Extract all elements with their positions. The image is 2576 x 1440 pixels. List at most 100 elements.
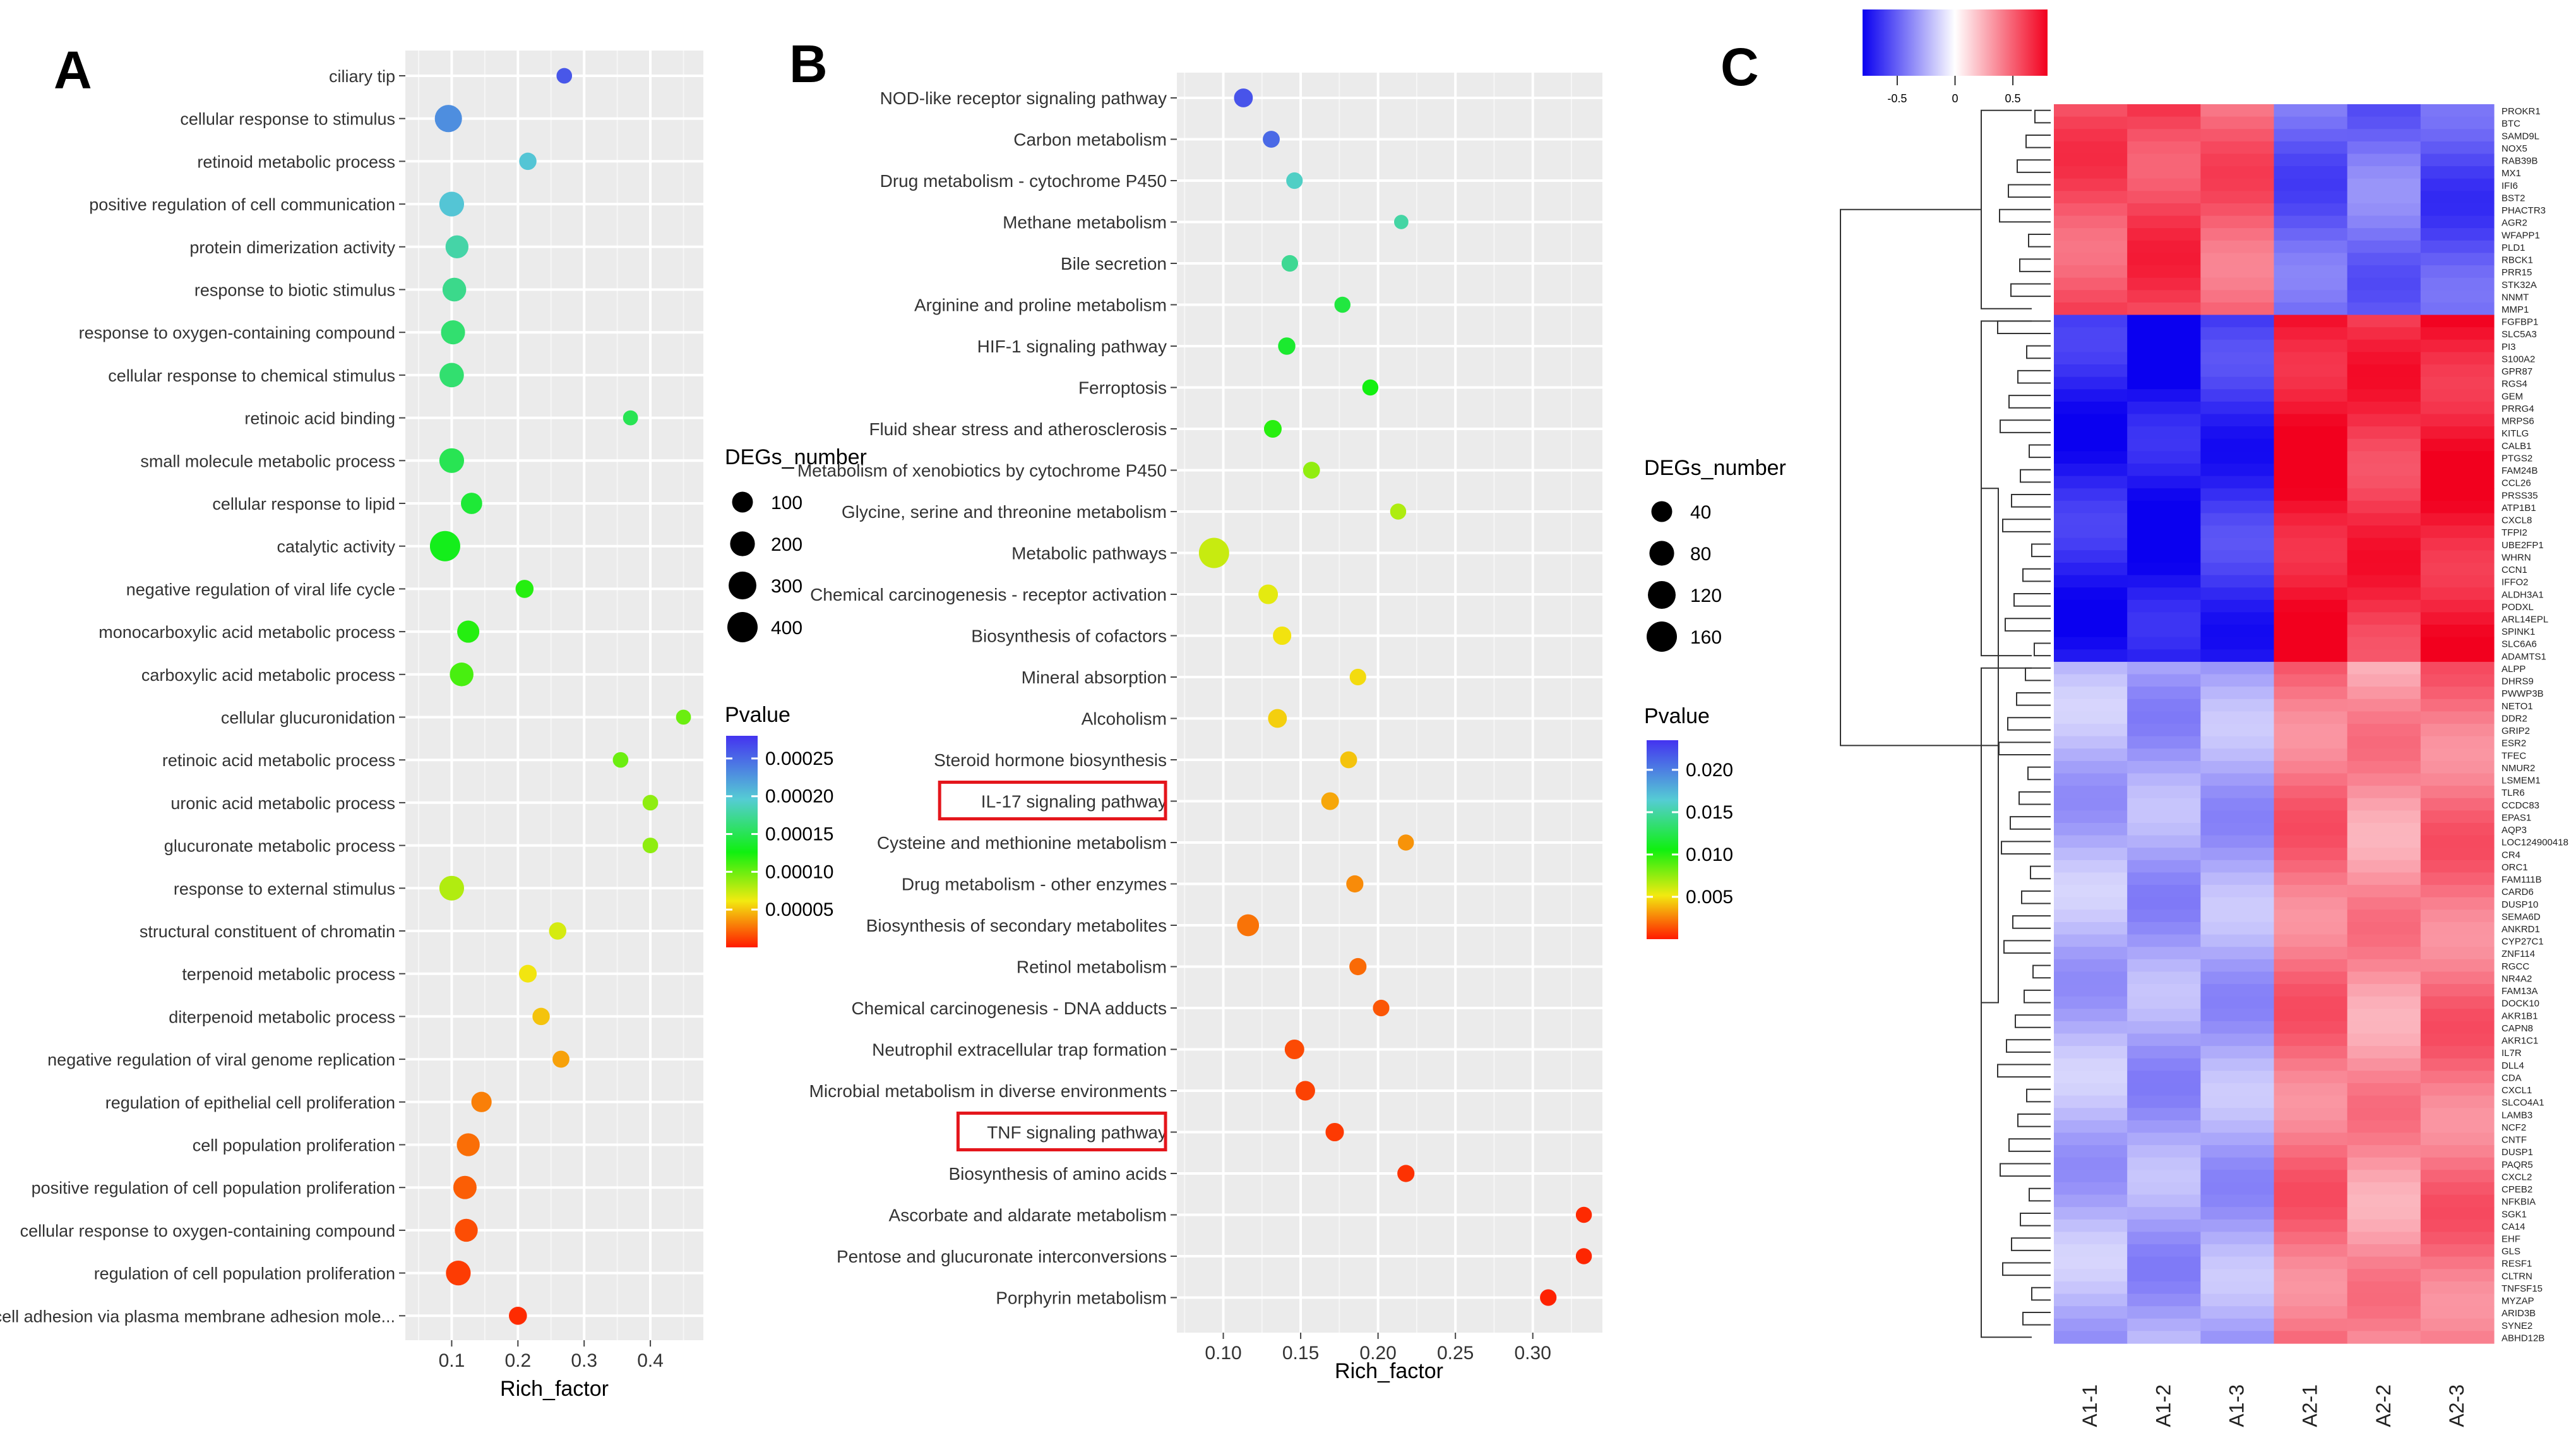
heatmap-cell (2200, 959, 2275, 972)
term-label: cellular response to chemical stimulus (108, 366, 395, 385)
sample-label: A2-1 (2299, 1384, 2322, 1427)
color-legend-title-b: Pvalue (1644, 704, 1710, 728)
heatmap-cell (2200, 947, 2275, 960)
heatmap-cell (2274, 848, 2348, 861)
heatmap-cell (2200, 1083, 2275, 1096)
heatmap-cell (2200, 736, 2275, 749)
gene-label: AKR1C1 (2501, 1036, 2538, 1047)
heatmap-cell (2200, 104, 2275, 117)
term-label: structural constituent of chromatin (140, 922, 395, 941)
heatmap-cell (2347, 141, 2421, 155)
heatmap-cell (2127, 897, 2201, 910)
heatmap-cell (2420, 1306, 2495, 1319)
point-retinoid-metabolic-process (519, 152, 537, 171)
heatmap-cell (2127, 909, 2201, 923)
heatmap-cell (2347, 265, 2421, 279)
heatmap-cell (2420, 625, 2495, 638)
gene-label: PHACTR3 (2501, 205, 2546, 216)
panel-b: NOD-like receptor signaling pathway Carbo… (797, 73, 1786, 1383)
heatmap-cell (2274, 1331, 2348, 1344)
term-label: NOD-like receptor signaling pathway (880, 88, 1167, 108)
dendrogram-branch (2015, 1014, 2051, 1028)
term-label: Glycine, serine and threonine metabolism (842, 502, 1167, 522)
heatmap-cell (2347, 984, 2421, 997)
heatmap-cell (2274, 748, 2348, 762)
point-chemical-carcinogenesis-dna-adducts (1373, 999, 1390, 1017)
heatmap-cell (2200, 1207, 2275, 1220)
dendrogram-branch (2011, 1237, 2051, 1251)
heatmap-cell (2347, 339, 2421, 352)
gene-label: UBE2FP1 (2501, 540, 2544, 551)
heatmap-cell (2054, 773, 2128, 786)
heatmap-cell (2274, 971, 2348, 985)
colorbar-label: 0.010 (1686, 844, 1733, 865)
heatmap-cell (2347, 1256, 2421, 1269)
heatmap-cell (2420, 129, 2495, 142)
heatmap-cell (2200, 872, 2275, 885)
heatmap-cell (2127, 253, 2201, 266)
dendrogram-branch (2010, 816, 2051, 830)
heatmap-cell (2200, 897, 2275, 910)
heatmap-cell (2274, 760, 2348, 774)
heatmap-cell (2420, 426, 2495, 440)
heatmap-cell (2127, 302, 2201, 316)
heatmap-cell (2420, 1083, 2495, 1096)
dendrogram-branch (2030, 865, 2051, 880)
heatmap-cell (2200, 414, 2275, 427)
heatmap-cell (2127, 637, 2201, 650)
gene-label: GLS (2501, 1246, 2520, 1257)
heatmap-cell (2200, 848, 2275, 861)
point-positive-regulation-of-cell-population-proliferation (453, 1175, 477, 1199)
gene-label: CPEB2 (2501, 1184, 2532, 1195)
heatmap-cell (2420, 141, 2495, 155)
key-tick-label: -0.5 (1887, 92, 1907, 105)
heatmap-cell (2274, 1281, 2348, 1295)
heatmap-cell (2274, 810, 2348, 824)
heatmap-cell (2200, 550, 2275, 563)
gene-label: RGCC (2501, 961, 2529, 972)
gene-label: ZNF114 (2501, 949, 2535, 959)
heatmap-cell (2127, 265, 2201, 279)
heatmap-cell (2200, 575, 2275, 588)
heatmap-cell (2200, 1058, 2275, 1071)
heatmap-cell (2127, 203, 2201, 217)
highlight-boxes-b (938, 781, 1167, 1151)
heatmap-cell (2127, 426, 2201, 440)
dendrogram-branch (2020, 469, 2051, 483)
heatmap-cell (2054, 476, 2128, 489)
heatmap-cell (2054, 587, 2128, 601)
point-pentose-and-glucuronate-interconversions (1575, 1248, 1592, 1264)
heatmap-cell (2274, 401, 2348, 415)
heatmap-cell (2347, 674, 2421, 687)
heatmap-cell (2054, 153, 2128, 167)
heatmap-cell (2420, 959, 2495, 972)
gene-label: BTC (2501, 119, 2520, 129)
heatmap-cell (2347, 699, 2421, 712)
heatmap-cell (2347, 401, 2421, 415)
panel-a: ciliary tip cellular response to stimulus… (0, 51, 867, 1401)
dendrogram-branch (2021, 890, 2051, 904)
heatmap-cell (2347, 1219, 2421, 1233)
term-label: response to oxygen-containing compound (79, 323, 395, 342)
term-label: monocarboxylic acid metabolic process (98, 623, 395, 642)
point-cellular-response-to-stimulus (434, 105, 462, 133)
heatmap-cell (2420, 525, 2495, 539)
dendrogram-branch (2031, 1287, 2051, 1301)
heatmap-cell (2054, 1219, 2128, 1233)
heatmap-cell (2200, 426, 2275, 440)
size-legend-title-b: DEGs_number (1644, 456, 1786, 480)
colorbar-b (1647, 740, 1678, 939)
heatmap-cell (2347, 637, 2421, 650)
heatmap-cell (2054, 1182, 2128, 1196)
heatmap-cell (2054, 1132, 2128, 1146)
heatmap-cell (2200, 327, 2275, 340)
heatmap-cell (2347, 1071, 2421, 1084)
term-label: response to biotic stimulus (194, 281, 395, 300)
term-label: uronic acid metabolic process (170, 794, 395, 813)
term-label: glucuronate metabolic process (164, 837, 395, 856)
heatmap-cell (2274, 1318, 2348, 1331)
heatmap-cell (2200, 625, 2275, 638)
heatmap-cell (2127, 984, 2201, 997)
term-label: HIF-1 signaling pathway (977, 337, 1167, 356)
